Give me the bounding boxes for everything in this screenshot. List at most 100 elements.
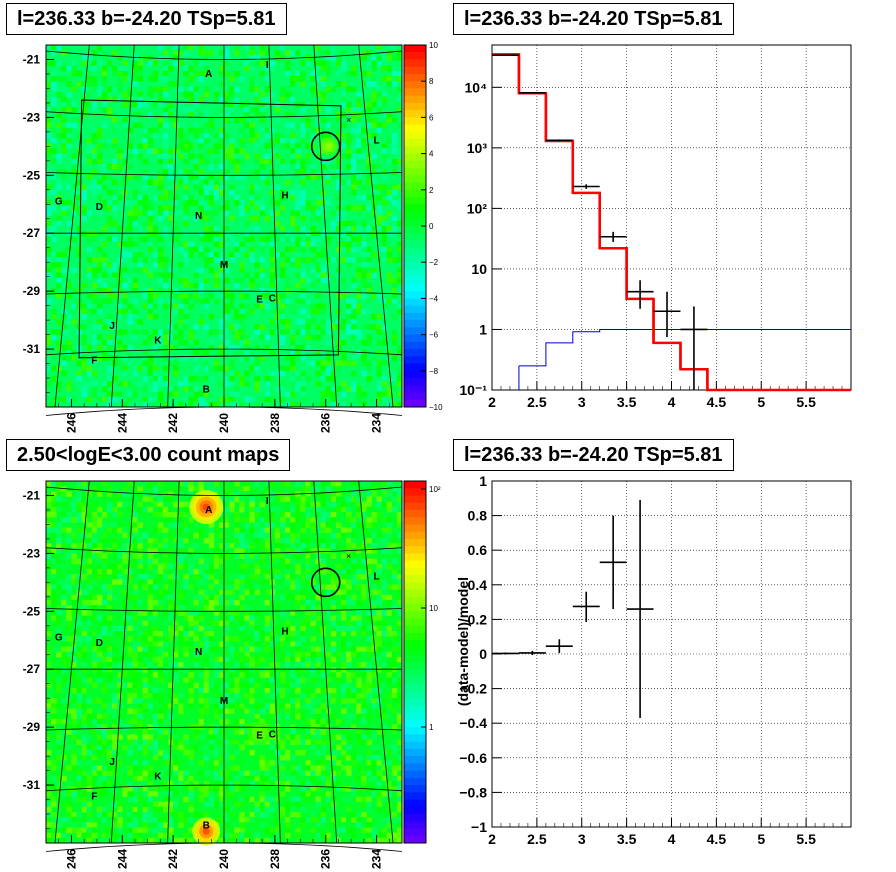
map-pixel [86,527,93,534]
map-pixel [81,625,88,632]
map-pixel [71,512,77,518]
map-pixel [208,641,215,647]
map-pixel [132,589,138,596]
map-pixel [178,298,184,304]
map-pixel [315,231,321,237]
map-pixel [208,122,215,129]
map-pixel [168,817,174,823]
map-pixel [147,599,154,606]
map-pixel [320,236,327,242]
map-pixel [376,226,383,232]
map-pixel [56,734,62,740]
map-pixel [157,708,164,715]
map-pixel [137,620,143,627]
map-pixel [51,656,57,663]
map-pixel [56,599,62,606]
map-pixel [51,329,57,335]
map-pixel [193,646,199,653]
map-pixel [239,267,245,273]
map-pixel [295,257,301,263]
map-pixel [132,832,138,839]
map-pixel [91,391,98,398]
map-pixel [183,205,189,211]
map-pixel [183,501,189,508]
map-pixel [371,122,377,129]
map-pixel [101,708,108,715]
map-pixel [81,496,88,503]
map-pixel [315,189,321,196]
map-pixel [76,153,82,160]
map-pixel [56,91,62,98]
map-pixel [396,50,403,56]
map-pixel [351,334,357,341]
map-pixel [203,55,210,61]
map-pixel [157,749,164,756]
map-pixel [208,293,215,299]
map-pixel [96,553,103,559]
map-pixel [213,96,220,103]
map-pixel [234,195,240,201]
map-pixel [356,334,362,341]
map-pixel [66,107,72,113]
map-pixel [61,589,67,596]
map-pixel [81,636,88,642]
map-pixel [335,117,342,123]
map-pixel [91,127,98,134]
map-pixel [66,827,72,834]
map-pixel [320,350,327,356]
meridian-line [358,44,394,408]
map-pixel [254,832,260,839]
map-pixel [361,174,367,180]
x-tick-label: 242 [166,413,180,433]
map-pixel [96,558,103,565]
map-pixel [86,179,93,186]
map-pixel [381,101,388,108]
map-pixel [188,282,194,289]
map-pixel [71,86,77,92]
map-pixel [188,584,194,590]
map-pixel [147,594,154,601]
map-pixel [361,215,367,222]
map-pixel [320,117,327,123]
y-tick-label: -31 [23,342,41,356]
map-pixel [198,486,205,492]
map-pixel [96,277,103,284]
map-pixel [132,698,138,704]
map-pixel [66,682,72,689]
map-pixel [259,324,266,330]
map-pixel [112,236,118,242]
map-pixel [381,355,388,361]
map-pixel [46,381,52,387]
map-pixel [117,491,123,497]
map-pixel [208,791,215,797]
map-pixel [122,329,128,335]
map-pixel [239,755,245,761]
map-pixel [203,91,210,98]
map-pixel [208,651,215,658]
map-pixel [224,693,230,699]
map-pixel [137,770,143,777]
map-pixel [178,267,184,273]
map-pixel [239,148,245,154]
map-pixel [51,765,57,771]
map-pixel [178,780,184,787]
map-pixel [351,169,357,175]
map-pixel [152,636,159,642]
map-pixel [234,355,240,361]
map-pixel [396,153,403,160]
map-pixel [71,501,77,508]
map-pixel [142,770,149,777]
map-pixel [96,267,103,273]
map-pixel [127,215,133,222]
map-pixel [76,81,82,87]
map-pixel [178,401,184,408]
map-pixel [112,220,118,227]
map-pixel [96,184,103,191]
map-pixel [61,641,67,647]
map-pixel [157,257,164,263]
map-pixel [183,81,189,87]
map-pixel [218,605,225,611]
map-pixel [96,491,103,497]
map-pixel [137,122,143,129]
